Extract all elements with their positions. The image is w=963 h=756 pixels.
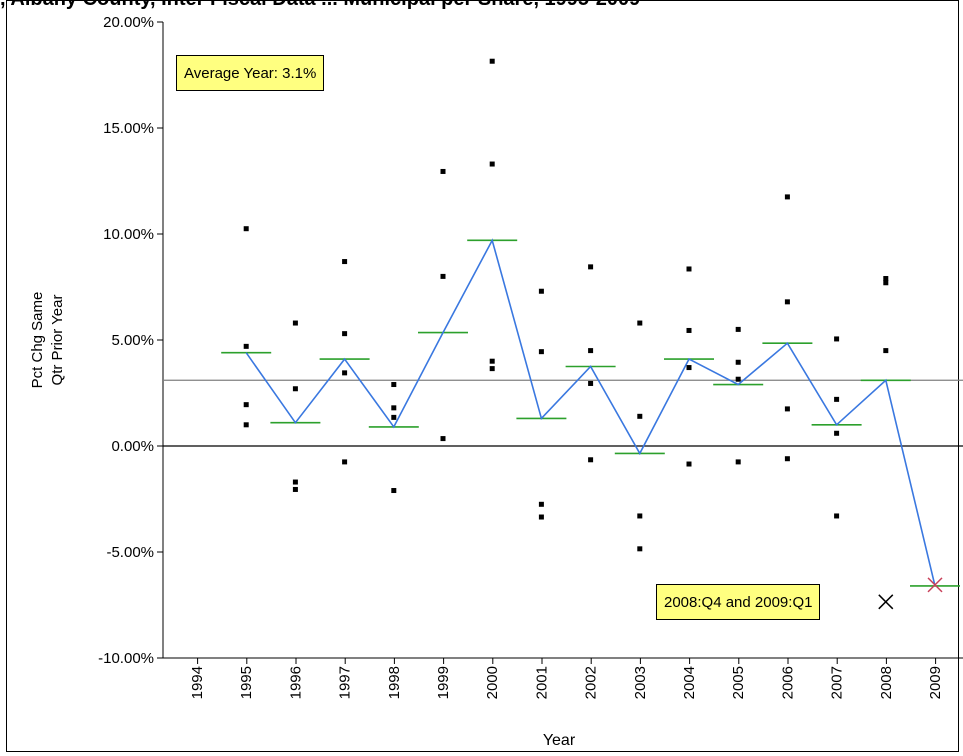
quarter-point <box>735 359 741 365</box>
quarter-point <box>538 288 544 294</box>
quarter-point <box>588 348 594 354</box>
x-tick-label: 2009 <box>927 666 944 699</box>
y-tick-label: 15.00% <box>103 120 154 137</box>
quarter-point <box>735 459 741 465</box>
quarter-point <box>292 386 298 392</box>
x-tick-label: 1996 <box>287 666 304 699</box>
y-tick-label: -10.00% <box>98 650 154 667</box>
quarter-point <box>243 226 249 232</box>
y-axis-title-line: Qtr Prior Year <box>49 295 66 386</box>
x-tick-label: 2005 <box>730 666 747 699</box>
quarter-point <box>883 276 889 282</box>
quarter-point <box>489 358 495 364</box>
quarter-point <box>391 488 397 494</box>
x-tick-label: 2001 <box>533 666 550 699</box>
quarter-point <box>784 456 790 462</box>
quarter-point <box>243 422 249 428</box>
y-tick-label: 0.00% <box>111 438 154 455</box>
x-tick-label: 1995 <box>238 666 255 699</box>
highlight-annotation: 2008:Q4 and 2009:Q1 <box>656 584 821 620</box>
x-tick-label: 2004 <box>681 666 698 699</box>
chart-frame <box>6 0 959 752</box>
quarter-point <box>588 380 594 386</box>
y-tick-label: 10.00% <box>103 226 154 243</box>
quarter-point <box>637 513 643 519</box>
y-tick-label: 5.00% <box>111 332 154 349</box>
highlight-marker <box>878 594 894 610</box>
quarter-point <box>342 331 348 337</box>
quarter-point <box>588 264 594 270</box>
y-tick-label: 20.00% <box>103 14 154 31</box>
quarter-point <box>735 326 741 332</box>
highlight-marker <box>927 577 943 593</box>
quarter-point <box>784 299 790 305</box>
quarter-point <box>489 58 495 64</box>
quarter-point <box>784 194 790 200</box>
x-tick-label: 1994 <box>189 666 206 699</box>
quarter-point <box>391 405 397 411</box>
x-tick-label: 2008 <box>878 666 895 699</box>
quarter-point <box>292 486 298 492</box>
quarter-point <box>489 161 495 167</box>
quarter-point <box>243 343 249 349</box>
quarter-point <box>686 365 692 371</box>
quarter-point <box>637 320 643 326</box>
quarter-point <box>883 280 889 286</box>
y-tick-label: -5.00% <box>106 544 154 561</box>
quarter-point <box>588 457 594 463</box>
x-axis-title: Year <box>543 732 576 749</box>
x-tick-label: 2000 <box>484 666 501 699</box>
average-year-annotation: Average Year: 3.1% <box>176 55 325 91</box>
x-tick-label: 1999 <box>435 666 452 699</box>
quarter-point <box>489 366 495 372</box>
quarter-point <box>834 430 840 436</box>
quarter-point <box>440 273 446 279</box>
x-tick-label: 2007 <box>829 666 846 699</box>
quarter-point <box>637 413 643 419</box>
quarter-point <box>440 168 446 174</box>
quarter-point <box>342 370 348 376</box>
quarter-point <box>440 436 446 442</box>
quarter-point <box>243 402 249 408</box>
quarter-point <box>686 327 692 333</box>
quarter-point <box>686 266 692 272</box>
quarter-point <box>538 514 544 520</box>
quarter-point <box>292 320 298 326</box>
x-tick-label: 2006 <box>779 666 796 699</box>
quarter-point <box>292 479 298 485</box>
quarter-point <box>342 259 348 265</box>
quarter-point <box>784 406 790 412</box>
y-axis-title-line: Pct Chg Same <box>29 292 46 389</box>
quarter-point <box>834 396 840 402</box>
quarter-point <box>538 349 544 355</box>
quarter-point <box>834 513 840 519</box>
quarter-point <box>883 348 889 354</box>
chart-title: , Albany County, Inter Fiscal Data ... M… <box>0 0 963 11</box>
yearly-average-line <box>245 238 936 587</box>
quarter-point <box>342 459 348 465</box>
quarter-point <box>686 461 692 467</box>
quarter-point <box>834 336 840 342</box>
quarter-point <box>735 376 741 382</box>
x-tick-label: 2003 <box>632 666 649 699</box>
quarter-point <box>538 501 544 507</box>
quarter-point <box>637 546 643 552</box>
x-tick-label: 1998 <box>386 666 403 699</box>
quarter-point <box>391 414 397 420</box>
quarter-point <box>391 382 397 388</box>
x-tick-label: 2002 <box>583 666 600 699</box>
x-tick-label: 1997 <box>337 666 354 699</box>
